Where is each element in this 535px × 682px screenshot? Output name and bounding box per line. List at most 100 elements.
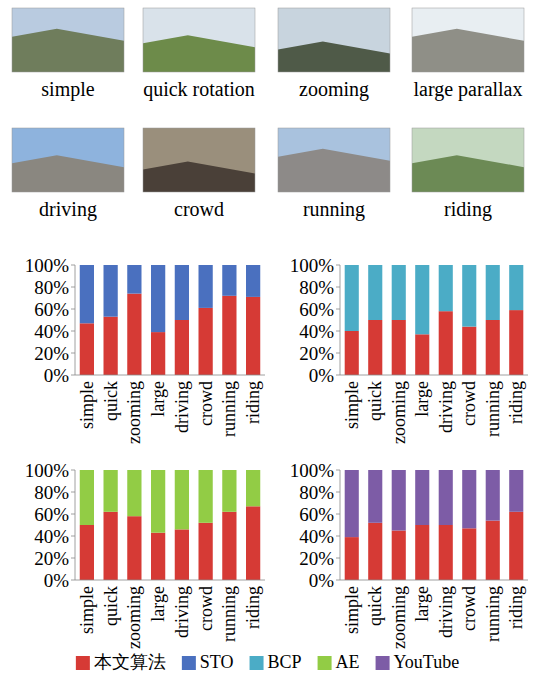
x-tick-label: simple [342,381,362,429]
bar [175,529,189,580]
thumbnail-sky [143,128,255,192]
y-axis [340,265,341,375]
thumbnail [143,8,255,72]
bar [462,265,476,327]
y-tick-label: 0% [309,570,335,591]
bar [199,523,213,580]
y-tick-label: 0% [44,365,70,386]
y-axis [340,470,341,580]
bar [415,265,429,334]
y-tick-label: 100% [25,255,70,276]
bar [392,320,406,375]
bar [151,470,165,533]
bars [345,265,524,375]
y-tick [71,514,75,515]
bar [222,265,236,296]
y-tick [71,558,75,559]
thumbnail-ground [143,162,255,192]
y-tick-label: 100% [290,255,335,276]
x-tick-label: driving [436,586,456,638]
bar [439,525,453,580]
x-tick-label: quick [101,586,121,626]
thumbnail-frame [12,8,124,72]
bar [509,310,523,375]
y-tick [336,309,340,310]
bar [175,320,189,375]
x-tick-label: zooming [124,586,144,649]
thumbnail-sky [412,128,524,192]
y-tick-label: 60% [299,299,334,320]
bar [392,531,406,581]
y-tick-label: 60% [299,504,334,525]
x-tick-label: zooming [124,381,144,444]
x-tick-label: quick [101,381,121,421]
y-tick [71,536,75,537]
y-tick-label: 20% [34,548,69,569]
bar [368,470,382,523]
thumbnail-frame [278,128,390,192]
x-tick-label: running [483,586,503,642]
chart: 0%20%40%60%80%100%simplequickzoominglarg… [290,460,528,650]
x-tick-label: zooming [389,586,409,649]
bar [127,516,141,580]
y-tick [336,353,340,354]
bar [509,470,523,512]
y-tick [336,470,340,471]
bar [509,512,523,580]
x-tick-label: quick [365,381,385,421]
scene-caption: riding [444,198,492,221]
x-axis [340,580,528,581]
bar [246,265,260,297]
bar [368,523,382,580]
bars [80,265,261,375]
y-tick-label: 80% [34,277,69,298]
thumbnail-ground [412,155,524,192]
scene-caption: zooming [299,78,369,101]
scene-caption: large parallax [413,78,522,101]
y-tick-label: 0% [44,570,70,591]
bar [392,470,406,531]
y-tick-label: 80% [299,277,334,298]
thumbnail [12,128,124,192]
bar [246,470,260,506]
bar [462,470,476,528]
x-tick-label: simple [77,586,97,634]
x-axis [75,375,265,376]
y-tick [336,265,340,266]
y-tick [71,309,75,310]
bar [246,297,260,375]
x-tick-label: crowd [459,586,479,631]
bar [439,311,453,375]
legend-label: 本文算法 [94,652,166,672]
y-tick [336,331,340,332]
x-tick-label: running [219,586,239,642]
x-tick-label: crowd [196,586,216,631]
bar [392,265,406,320]
y-tick [336,580,340,581]
bar [345,265,359,331]
x-axis [75,580,265,581]
thumbnail-sky [12,8,124,72]
y-tick [71,580,75,581]
thumbnail-ground [412,29,524,72]
bar [175,265,189,320]
chart: 0%20%40%60%80%100%simplequickzoominglarg… [290,255,528,445]
scene-caption: simple [41,78,94,101]
bar [345,537,359,580]
bar [368,265,382,320]
x-tick-label: simple [342,586,362,634]
thumbnail-sky [278,128,390,192]
y-tick [336,536,340,537]
thumbnail-ground [278,42,390,72]
bars [345,470,524,580]
bar [175,470,189,529]
bar [462,327,476,375]
y-tick-label: 40% [34,526,69,547]
y-tick [71,470,75,471]
y-tick-label: 100% [290,460,335,481]
thumbnail-frame [278,8,390,72]
y-tick [71,375,75,376]
y-tick-label: 40% [299,526,334,547]
thumbnail-frame [143,8,255,72]
y-tick [71,492,75,493]
